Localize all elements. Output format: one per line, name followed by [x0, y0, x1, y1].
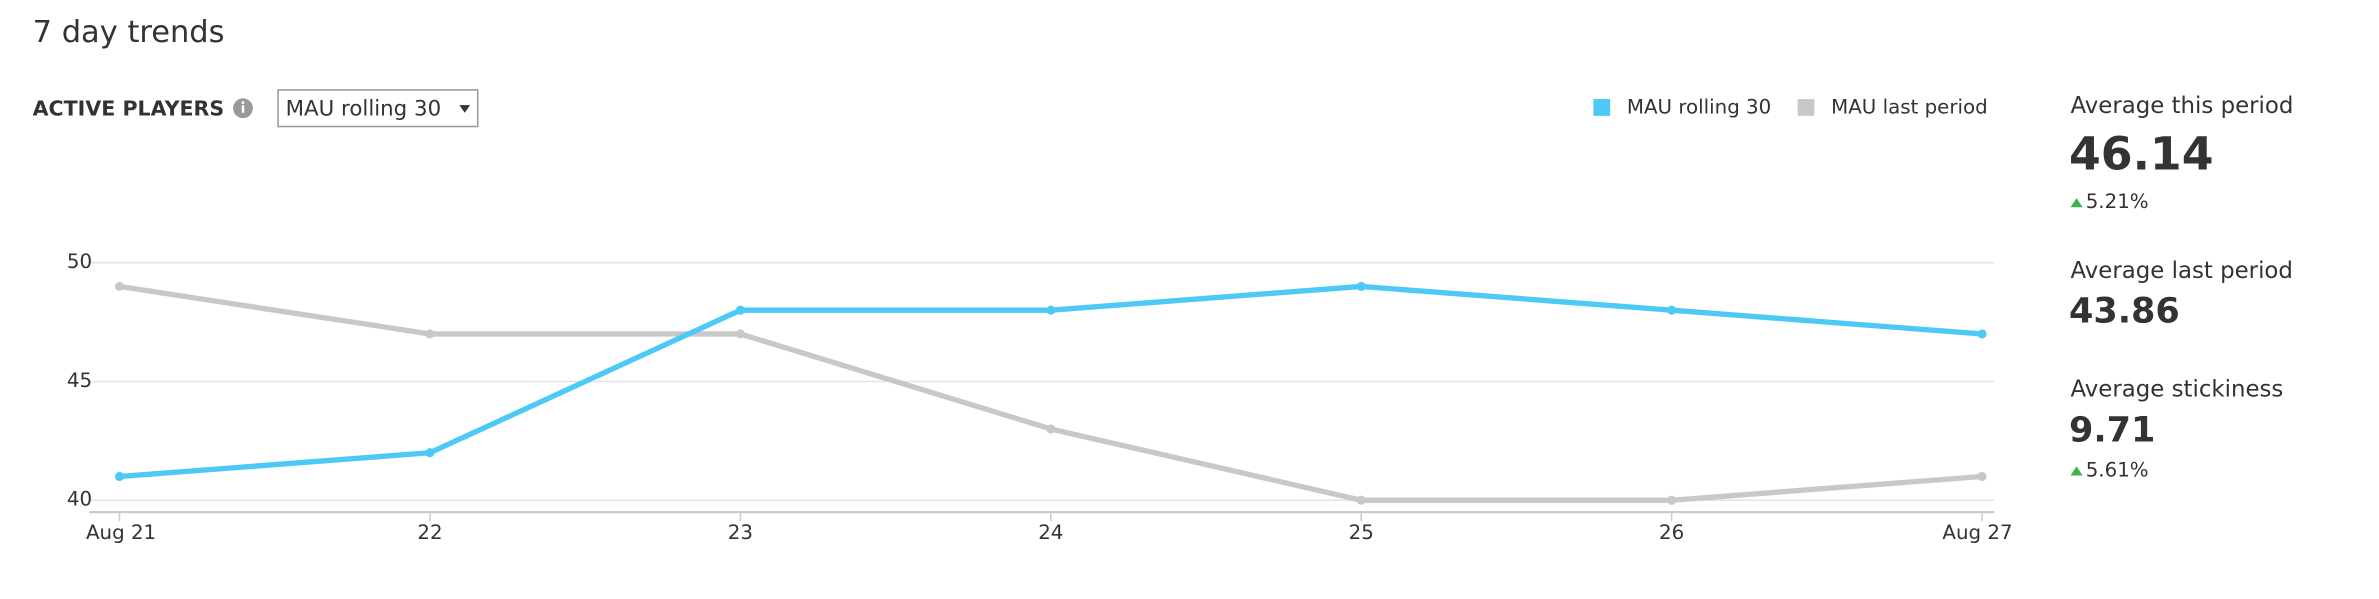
x-tick-label: 24: [1038, 521, 1063, 544]
summary-panel: Average this period 46.14 5.21% Average las…: [2069, 93, 2293, 481]
y-tick-label: 45: [67, 369, 92, 392]
y-tick-label: 40: [67, 488, 92, 511]
change-arrow: [2070, 198, 2083, 208]
change-arrow: [2070, 466, 2083, 476]
data-point: [735, 329, 745, 339]
dropdown-arrow: [459, 105, 471, 113]
data-point: [425, 329, 435, 339]
dropdown-box: [277, 89, 479, 128]
data-point: [1046, 424, 1056, 434]
data-point: [1977, 471, 1987, 482]
x-tick-label: Aug 27: [1942, 521, 2012, 544]
legend-label: MAU rolling 30: [1627, 96, 1771, 119]
summary-value: 43.86: [2069, 290, 2180, 331]
data-point: [1046, 305, 1056, 315]
data-point: [1667, 305, 1677, 315]
info-stem: [241, 105, 245, 113]
dropdown-value: MAU rolling 30: [286, 97, 441, 122]
info-dot: [241, 101, 245, 104]
metric-label: ACTIVE PLAYERS: [33, 97, 225, 121]
summary-label: Average last period: [2070, 258, 2292, 284]
section-title: 7 day trends: [33, 15, 225, 50]
legend-swatch: [1593, 99, 1611, 116]
legend-label: MAU last period: [1831, 96, 1987, 119]
summary-change: 5.61%: [2086, 458, 2149, 481]
summary-label: Average this period: [2070, 93, 2293, 119]
x-tick-label: 23: [728, 521, 753, 544]
data-point: [114, 281, 125, 292]
x-tick-label: Aug 21: [86, 521, 156, 544]
summary-change: 5.21%: [2086, 190, 2149, 213]
summary-value: 9.71: [2069, 409, 2155, 450]
x-tick-label: 25: [1349, 521, 1374, 544]
legend-swatch: [1797, 99, 1815, 116]
data-point: [114, 471, 125, 482]
data-point: [1356, 281, 1366, 292]
y-tick-label: 50: [67, 250, 92, 273]
data-point: [1356, 495, 1366, 505]
summary-label: Average stickiness: [2070, 377, 2283, 403]
dropdown[interactable]: MAU rolling 30: [277, 89, 479, 128]
x-tick-label: 22: [417, 521, 442, 544]
series-line: [119, 283, 1983, 503]
summary-value: 46.14: [2069, 127, 2214, 180]
info-icon[interactable]: [233, 98, 253, 119]
data-point: [1667, 495, 1677, 505]
x-tick-label: 26: [1659, 521, 1684, 544]
data-point: [735, 305, 745, 315]
data-point: [425, 448, 435, 458]
data-point: [1977, 329, 1987, 339]
